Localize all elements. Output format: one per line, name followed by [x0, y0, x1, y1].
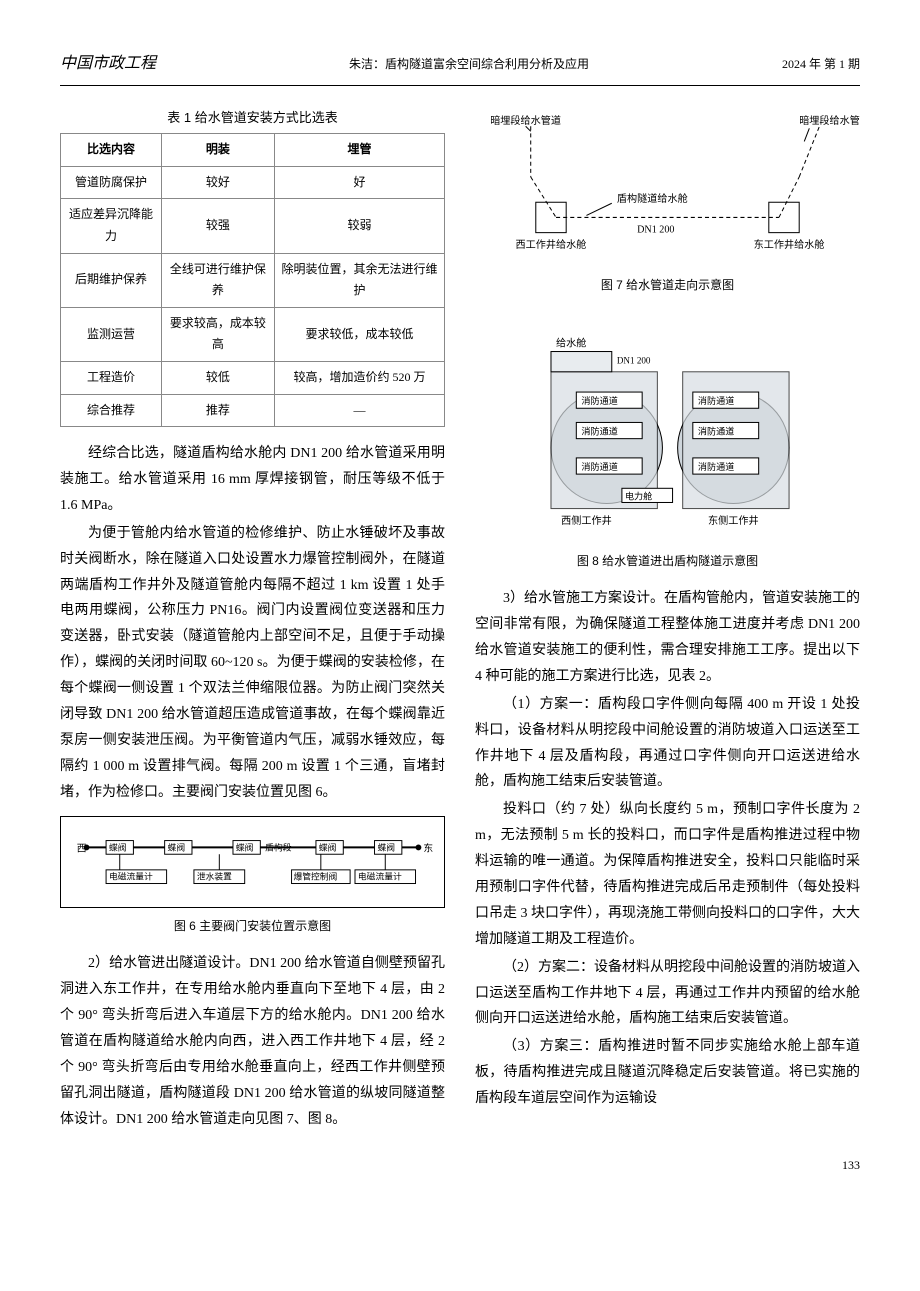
- content-columns: 表 1 给水管道安装方式比选表 比选内容 明装 埋管 管道防腐保护较好好 适应差…: [60, 106, 860, 1135]
- table-row: 后期维护保养全线可进行维护保养除明装位置，其余无法进行维护: [61, 253, 445, 307]
- svg-text:泄水装置: 泄水装置: [197, 870, 232, 881]
- svg-text:电磁流量计: 电磁流量计: [358, 870, 402, 881]
- svg-text:暗埋段给水管道: 暗埋段给水管道: [799, 114, 860, 127]
- svg-text:西: 西: [77, 843, 87, 854]
- paragraph: 2）给水管进出隧道设计。DN1 200 给水管道自侧壁预留孔洞进入东工作井，在专…: [60, 951, 445, 1132]
- paragraph: （1）方案一：盾构段口字件侧向每隔 400 m 开设 1 处投料口，设备材料从明…: [475, 692, 860, 796]
- paragraph: （3）方案三：盾构推进时暂不同步实施给水舱上部车道板，待盾构推进完成且隧道沉降稳…: [475, 1034, 860, 1112]
- svg-text:蝶阀: 蝶阀: [168, 841, 186, 852]
- table1-col0: 比选内容: [61, 134, 162, 167]
- svg-text:消防通道: 消防通道: [581, 425, 617, 436]
- svg-text:消防通道: 消防通道: [581, 395, 617, 406]
- paragraph: 投料口（约 7 处）纵向长度约 5 m，预制口字件长度为 2 m，无法预制 5 …: [475, 797, 860, 952]
- table1: 比选内容 明装 埋管 管道防腐保护较好好 适应差异沉降能力较强较弱 后期维护保养…: [60, 133, 445, 427]
- svg-text:盾构段: 盾构段: [265, 841, 292, 852]
- svg-text:蝶阀: 蝶阀: [377, 841, 395, 852]
- issue-info: 2024 年 第 1 期: [782, 54, 860, 76]
- figure7: 暗埋段给水管道 暗埋段给水管道 盾构隧道给水舱 DN1 200 西工作井给水舱 …: [475, 106, 860, 267]
- svg-text:电力舱: 电力舱: [625, 490, 652, 501]
- table1-col1: 明装: [161, 134, 274, 167]
- page-header: 中国市政工程 朱洁：盾构隧道富余空间综合利用分析及应用 2024 年 第 1 期: [60, 50, 860, 86]
- paragraph: 经综合比选，隧道盾构给水舱内 DN1 200 给水管道采用明装施工。给水管道采用…: [60, 441, 445, 519]
- svg-text:消防通道: 消防通道: [581, 461, 617, 472]
- svg-text:蝶阀: 蝶阀: [109, 841, 127, 852]
- article-title: 朱洁：盾构隧道富余空间综合利用分析及应用: [349, 54, 589, 76]
- svg-text:西侧工作井: 西侧工作井: [561, 513, 612, 526]
- table-row: 综合推荐推荐—: [61, 394, 445, 427]
- svg-text:DN1 200: DN1 200: [617, 355, 651, 365]
- fig7-caption: 图 7 给水管道走向示意图: [475, 275, 860, 297]
- svg-text:DN1 200: DN1 200: [637, 224, 674, 235]
- table1-title: 表 1 给水管道安装方式比选表: [60, 106, 445, 129]
- svg-text:东工作井给水舱: 东工作井给水舱: [754, 238, 825, 251]
- svg-text:给水舱: 给水舱: [556, 336, 586, 349]
- fig8-caption: 图 8 给水管道进出盾构隧道示意图: [475, 551, 860, 573]
- paragraph: 3）给水管施工方案设计。在盾构管舱内，管道安装施工的空间非常有限，为确保隧道工程…: [475, 586, 860, 690]
- table-row: 管道防腐保护较好好: [61, 166, 445, 199]
- svg-text:蝶阀: 蝶阀: [319, 841, 337, 852]
- svg-text:暗埋段给水管道: 暗埋段给水管道: [490, 114, 561, 127]
- figure8: 给水舱 DN1 200 消防通道 消防通道 消防通道 消防通道 消防通道 消防通…: [475, 311, 860, 543]
- table1-col2: 埋管: [274, 134, 444, 167]
- svg-text:盾构隧道给水舱: 盾构隧道给水舱: [617, 192, 688, 205]
- svg-text:消防通道: 消防通道: [698, 395, 734, 406]
- table1-header-row: 比选内容 明装 埋管: [61, 134, 445, 167]
- svg-text:消防通道: 消防通道: [698, 461, 734, 472]
- svg-text:消防通道: 消防通道: [698, 425, 734, 436]
- right-column: 暗埋段给水管道 暗埋段给水管道 盾构隧道给水舱 DN1 200 西工作井给水舱 …: [475, 106, 860, 1135]
- table-row: 监测运营要求较高，成本较高要求较低，成本较低: [61, 307, 445, 361]
- table-row: 适应差异沉降能力较强较弱: [61, 199, 445, 253]
- svg-text:西工作井给水舱: 西工作井给水舱: [516, 238, 587, 251]
- paragraph: （2）方案二：设备材料从明挖段中间舱设置的消防坡道入口运送至盾构工作井地下 4 …: [475, 955, 860, 1033]
- svg-text:东: 东: [423, 841, 433, 854]
- page-number: 133: [60, 1155, 860, 1177]
- svg-text:电磁流量计: 电磁流量计: [109, 870, 153, 881]
- left-column: 表 1 给水管道安装方式比选表 比选内容 明装 埋管 管道防腐保护较好好 适应差…: [60, 106, 445, 1135]
- journal-name: 中国市政工程: [60, 50, 156, 79]
- fig6-caption: 图 6 主要阀门安装位置示意图: [60, 916, 445, 938]
- svg-text:爆管控制阀: 爆管控制阀: [293, 870, 337, 881]
- table-row: 工程造价较低较高，增加造价约 520 万: [61, 361, 445, 394]
- figure6: 西 东 蝶阀 蝶阀 蝶阀 盾构段 蝶阀 蝶阀 电磁流量计 泄水装置: [60, 816, 445, 908]
- svg-text:东侧工作井: 东侧工作井: [708, 513, 759, 526]
- paragraph: 为便于管舱内给水管道的检修维护、防止水锤破坏及事故时关阀断水，除在隧道入口处设置…: [60, 521, 445, 806]
- svg-text:蝶阀: 蝶阀: [236, 841, 254, 852]
